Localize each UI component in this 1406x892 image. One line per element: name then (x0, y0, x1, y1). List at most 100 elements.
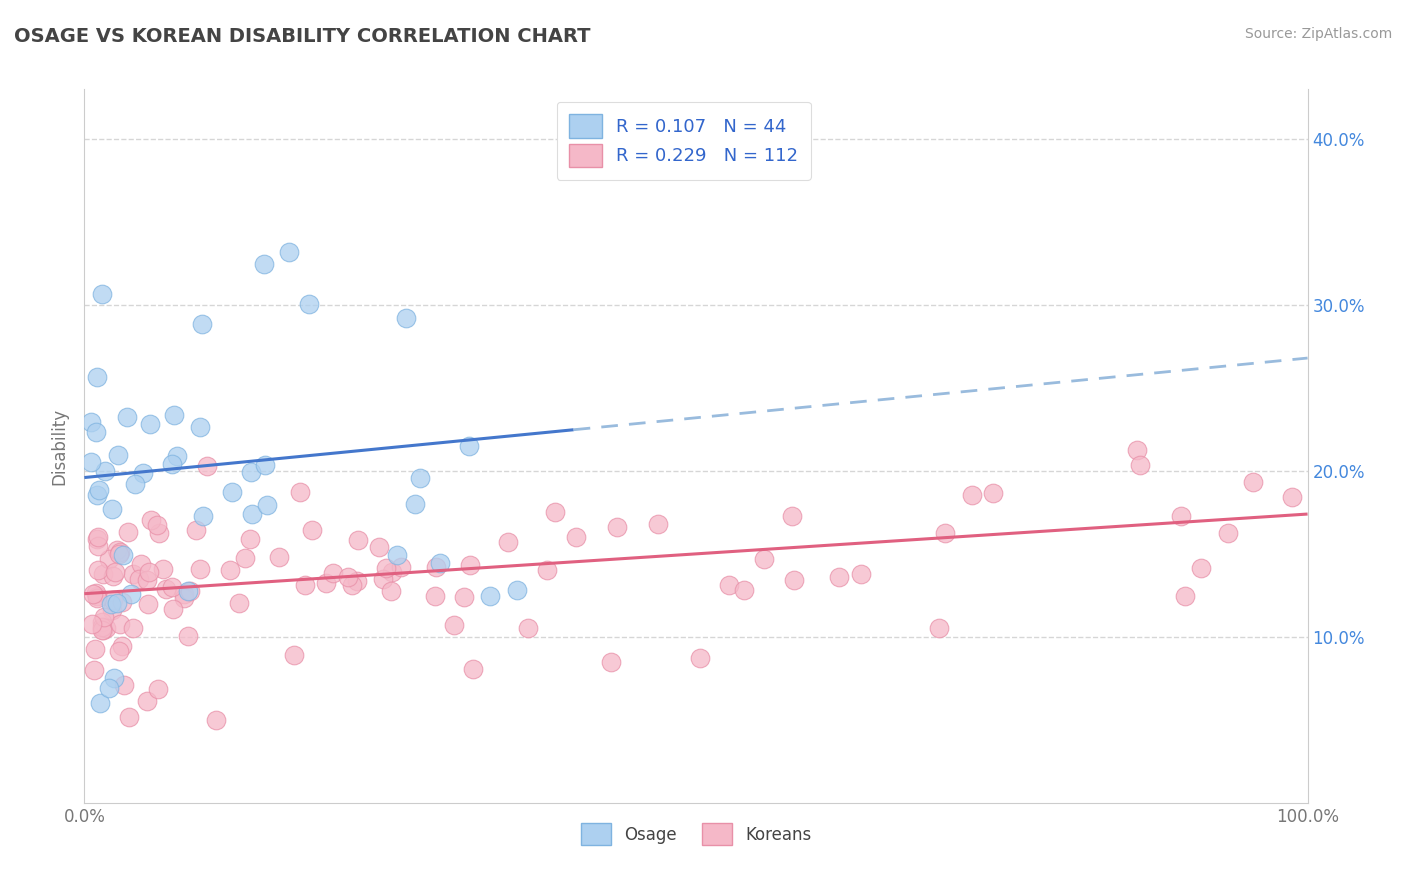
Point (103, 569, 125, 583)
Point (188, 562, 211, 576)
Point (139, 417, 162, 431)
Point (84, 425, 107, 439)
Point (129, 557, 152, 571)
Point (599, 656, 621, 670)
Point (752, 552, 775, 566)
Point (253, 257, 276, 271)
Point (233, 550, 256, 565)
Point (240, 507, 263, 521)
Point (322, 566, 344, 580)
Point (108, 617, 131, 632)
Point (121, 567, 143, 582)
Point (239, 533, 262, 547)
Point (87, 539, 110, 553)
Point (112, 677, 135, 691)
Point (221, 484, 243, 499)
Point (1129, 458, 1152, 472)
Point (160, 580, 183, 594)
Point (191, 508, 214, 523)
Point (733, 583, 755, 598)
Point (290, 484, 312, 499)
Point (118, 710, 141, 724)
Point (166, 449, 188, 463)
Point (347, 533, 370, 548)
Point (368, 540, 391, 554)
Point (277, 245, 299, 260)
Point (90, 615, 112, 629)
Point (983, 486, 1005, 500)
Point (460, 558, 482, 573)
Point (83, 663, 105, 677)
Point (783, 573, 806, 587)
Point (103, 671, 125, 685)
Point (298, 297, 321, 311)
Point (254, 458, 277, 472)
Point (87, 563, 110, 577)
Point (689, 650, 711, 665)
Point (91, 286, 114, 301)
Point (395, 310, 418, 325)
Point (103, 566, 125, 580)
Point (536, 563, 558, 577)
Point (256, 498, 278, 512)
Point (89, 696, 111, 710)
Point (136, 597, 159, 611)
Point (155, 582, 177, 596)
Text: Source: ZipAtlas.com: Source: ZipAtlas.com (1244, 27, 1392, 41)
Point (84, 641, 107, 656)
Point (111, 639, 134, 653)
Point (86, 589, 108, 603)
Point (124, 477, 146, 491)
Point (112, 548, 135, 562)
Point (960, 487, 983, 501)
Point (1174, 589, 1197, 603)
Point (177, 584, 200, 599)
Point (82, 616, 104, 631)
Point (195, 459, 218, 474)
Point (315, 575, 337, 590)
Text: OSAGE VS KOREAN DISABILITY CORRELATION CHART: OSAGE VS KOREAN DISABILITY CORRELATION C… (14, 27, 591, 45)
Point (301, 523, 323, 537)
Point (117, 524, 139, 539)
Point (718, 578, 741, 592)
Point (86, 586, 108, 600)
Point (1281, 490, 1303, 504)
Point (173, 587, 195, 601)
Point (111, 595, 134, 609)
Point (188, 419, 211, 434)
Point (423, 589, 446, 603)
Point (98, 552, 121, 566)
Point (205, 713, 228, 727)
Point (647, 516, 669, 531)
Point (101, 593, 124, 607)
Point (453, 590, 475, 604)
Point (267, 549, 290, 564)
Point (544, 505, 567, 519)
Point (294, 578, 316, 592)
Point (91, 567, 114, 582)
Point (1126, 442, 1149, 457)
Point (385, 549, 408, 563)
Point (86, 530, 108, 544)
Point (1218, 525, 1240, 540)
Point (93, 464, 115, 478)
Point (107, 644, 129, 658)
Point (101, 603, 124, 617)
Point (934, 525, 956, 540)
Point (375, 561, 398, 575)
Point (1189, 561, 1212, 575)
Point (86, 591, 108, 605)
Point (506, 582, 529, 597)
Point (105, 543, 128, 558)
Point (179, 583, 201, 598)
Legend: Osage, Koreans: Osage, Koreans (574, 817, 818, 852)
Point (337, 570, 360, 584)
Point (107, 448, 129, 462)
Point (117, 410, 139, 425)
Point (443, 618, 465, 632)
Point (86, 370, 108, 384)
Point (148, 682, 170, 697)
Point (1241, 475, 1264, 489)
Point (240, 465, 263, 479)
Point (340, 578, 363, 592)
